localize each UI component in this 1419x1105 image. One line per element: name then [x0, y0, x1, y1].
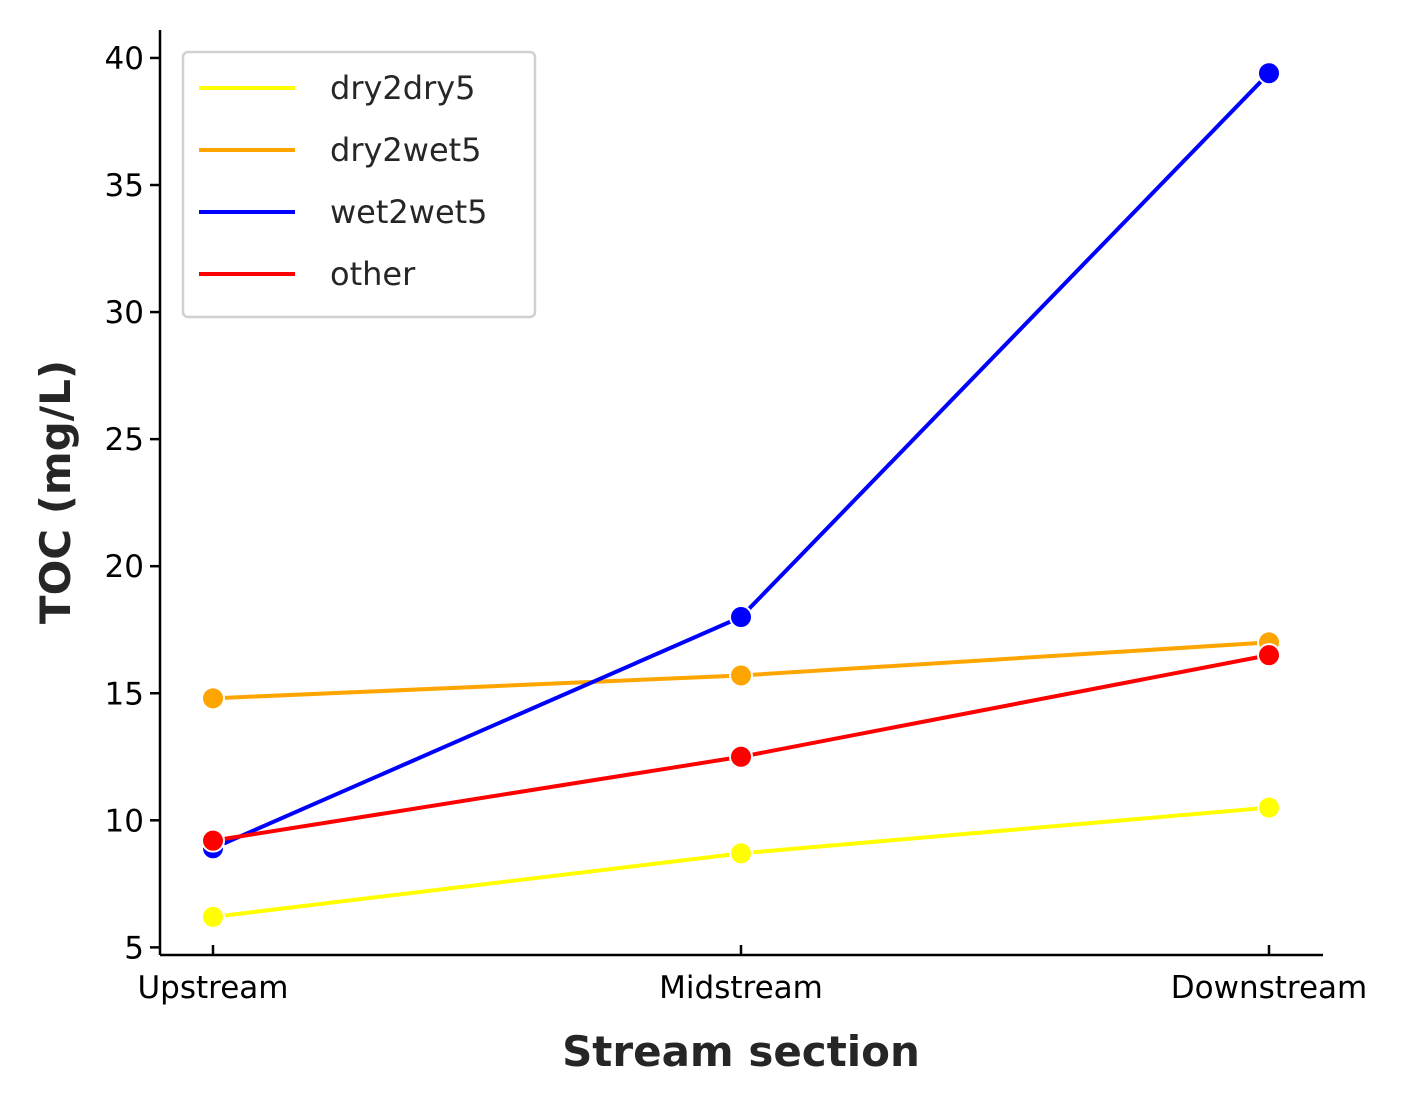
y-axis-title: TOC (mg/L) — [31, 360, 80, 624]
data-point — [729, 744, 753, 769]
series-dry2dry5 — [201, 795, 1281, 929]
series-dry2wet5 — [201, 630, 1281, 711]
data-point — [201, 686, 225, 711]
y-tick-label: 40 — [105, 41, 144, 77]
x-tick-label: Downstream — [1171, 970, 1367, 1006]
y-tick-label: 10 — [105, 803, 144, 839]
legend-label: dry2wet5 — [330, 131, 482, 169]
legend-item: dry2wet5 — [199, 131, 482, 169]
y-ticks: 5 10 15 20 25 30 35 40 — [105, 41, 160, 966]
legend-item: other — [199, 255, 416, 293]
x-axis-title: Stream section — [562, 1027, 920, 1076]
y-tick-label: 30 — [105, 295, 144, 331]
legend-item: dry2dry5 — [199, 69, 476, 107]
legend: dry2dry5 dry2wet5 wet2wet5 other — [181, 50, 537, 319]
data-point — [1257, 643, 1281, 668]
data-point — [729, 841, 753, 866]
x-ticks: Upstream Midstream Downstream — [137, 945, 1367, 1006]
series-wet2wet5 — [201, 61, 1281, 861]
legend-label: dry2dry5 — [330, 69, 476, 107]
series-other — [201, 643, 1281, 853]
legend-item: wet2wet5 — [199, 193, 488, 231]
legend-box — [181, 50, 537, 319]
y-tick-label: 20 — [105, 549, 144, 585]
x-tick-label: Midstream — [659, 970, 823, 1006]
y-tick-label: 5 — [124, 930, 144, 966]
legend-label: other — [330, 255, 416, 293]
y-tick-label: 35 — [105, 168, 144, 204]
x-tick-label: Upstream — [137, 970, 288, 1006]
data-point — [1257, 795, 1281, 820]
data-point — [1257, 61, 1281, 86]
y-tick-label: 25 — [105, 422, 144, 458]
legend-entries: dry2dry5 dry2wet5 wet2wet5 other — [199, 69, 488, 293]
legend-label: wet2wet5 — [330, 193, 488, 231]
data-point — [201, 904, 225, 929]
data-point — [201, 828, 225, 853]
y-tick-label: 15 — [105, 676, 144, 712]
data-point — [729, 605, 753, 630]
series-layer — [201, 61, 1281, 929]
data-point — [729, 663, 753, 688]
